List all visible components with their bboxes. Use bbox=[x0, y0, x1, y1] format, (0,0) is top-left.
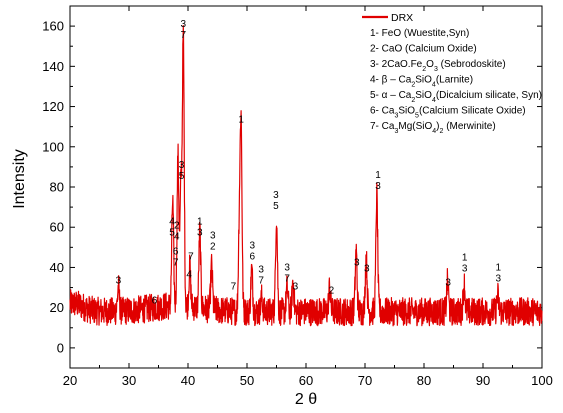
x-tick-label: 80 bbox=[417, 373, 431, 388]
x-tick-label: 100 bbox=[531, 373, 553, 388]
legend-entry: 4- β – Ca2SiO4(Larnite) bbox=[370, 75, 473, 89]
peak-label: 4 bbox=[186, 270, 192, 281]
x-tick-label: 50 bbox=[240, 373, 254, 388]
x-tick-label: 30 bbox=[122, 373, 136, 388]
legend: DRX 1- FeO (Wuestite,Syn) 2- CaO (Calcium … bbox=[362, 12, 542, 135]
peak-label: 2 bbox=[329, 286, 335, 297]
peak-label: 6 bbox=[152, 296, 158, 307]
legend-entry: 1- FeO (Wuestite,Syn) bbox=[370, 28, 469, 39]
peak-label: 3 bbox=[116, 276, 122, 287]
y-tick-label: 100 bbox=[42, 139, 64, 154]
peak-label: 3 bbox=[354, 258, 360, 269]
peak-label: 3 bbox=[293, 282, 299, 293]
peak-label: 1 bbox=[238, 115, 244, 126]
x-tick-label: 70 bbox=[358, 373, 372, 388]
legend-entry: 3- 2CaO.Fe2O3 (Sebrodoskite) bbox=[370, 59, 506, 73]
peak-label: 7 bbox=[188, 251, 194, 262]
y-tick-label: 140 bbox=[42, 59, 64, 74]
y-tick-label: 60 bbox=[50, 220, 64, 235]
axes: 20 30 40 50 60 70 80 90 100 0 20 40 60 80 100 120 140 160 bbox=[42, 5, 553, 388]
y-tick-label: 40 bbox=[50, 260, 64, 275]
x-axis-label: 2 θ bbox=[295, 391, 317, 408]
legend-entry: 2- CaO (Calcium Oxide) bbox=[370, 44, 477, 55]
y-tick-label: 120 bbox=[42, 99, 64, 114]
legend-entry: 7- Ca3Mg(SiO4)2 (Merwinite) bbox=[370, 121, 496, 135]
x-tick-label: 90 bbox=[476, 373, 490, 388]
y-tick-label: 80 bbox=[50, 180, 64, 195]
series-layer bbox=[69, 25, 543, 327]
legend-entry: 6- Ca3SiO5(Calcium Silicate Oxide) bbox=[370, 106, 526, 120]
x-tick-label: 40 bbox=[181, 373, 195, 388]
series-drx-line bbox=[69, 25, 543, 327]
peak-label: 3 bbox=[445, 278, 451, 289]
y-axis-label: Intensity bbox=[11, 149, 28, 209]
peak-label: 3 bbox=[364, 264, 370, 275]
y-tick-label: 20 bbox=[50, 300, 64, 315]
legend-series-label: DRX bbox=[391, 12, 413, 24]
y-tick-label: 0 bbox=[57, 340, 64, 355]
legend-entry: 5- α – Ca2SiO4(Dicalcium silicate, Syn) bbox=[370, 90, 542, 104]
peak-label: 7 bbox=[231, 282, 237, 293]
x-tick-label: 60 bbox=[299, 373, 313, 388]
y-tick-label: 160 bbox=[42, 19, 64, 34]
x-tick-label: 20 bbox=[63, 373, 77, 388]
